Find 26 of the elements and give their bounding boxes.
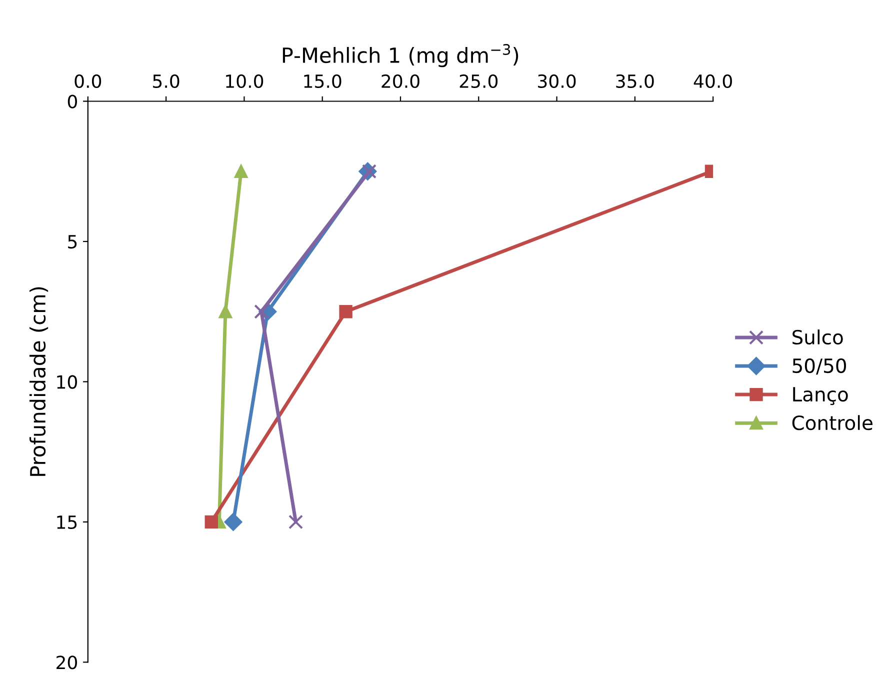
y-tick-label: 10 bbox=[57, 375, 77, 389]
legend-label: Lanço bbox=[793, 387, 848, 406]
x-tick-label: 30.0 bbox=[538, 74, 576, 88]
x-tick-label: 5.0 bbox=[153, 74, 180, 88]
x-tick-label: 35.0 bbox=[616, 74, 654, 88]
legend-label: Sulco bbox=[792, 329, 843, 345]
x-tick-label: 40.0 bbox=[694, 74, 732, 88]
point bbox=[288, 514, 304, 530]
x-tick-label: 20.0 bbox=[382, 74, 420, 88]
legend-label: 50/50 bbox=[792, 358, 846, 375]
point bbox=[224, 513, 242, 531]
y-tick-label: 20 bbox=[56, 656, 77, 670]
x-axis-title: P-Mehlich 1 (mg dm$^{−3}$) bbox=[282, 44, 518, 68]
y-tick-label: 5 bbox=[68, 235, 77, 249]
x-tick-label: 25.0 bbox=[460, 74, 498, 88]
x-tick-label: 0.0 bbox=[74, 74, 102, 88]
x-tick-label: 10.0 bbox=[226, 74, 264, 88]
point bbox=[218, 304, 232, 318]
point bbox=[339, 304, 352, 318]
x-tick-label: 15.0 bbox=[304, 74, 342, 88]
y-tick-label: 15 bbox=[57, 516, 77, 530]
y-axis-title: Profundidade (cm) bbox=[29, 287, 48, 476]
y-tick-label: 0 bbox=[68, 94, 77, 108]
legend-label: Controle bbox=[792, 415, 872, 430]
point bbox=[204, 515, 218, 529]
point bbox=[234, 164, 248, 178]
